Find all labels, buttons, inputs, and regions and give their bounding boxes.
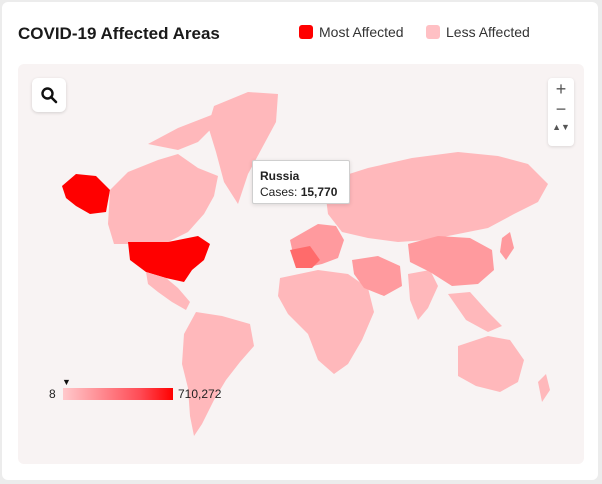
country-new-zealand[interactable] bbox=[538, 374, 550, 402]
legend-item-less-affected[interactable]: Less Affected bbox=[426, 24, 530, 40]
country-china[interactable] bbox=[408, 236, 494, 286]
covid-map-card: COVID-19 Affected Areas Most Affected Le… bbox=[2, 2, 598, 480]
search-button[interactable] bbox=[32, 78, 66, 112]
zoom-control: + − ▲▼ bbox=[548, 78, 574, 146]
country-greenland[interactable] bbox=[208, 92, 278, 204]
color-scale-bar bbox=[63, 388, 173, 400]
legend-item-most-affected[interactable]: Most Affected bbox=[299, 24, 404, 40]
legend-swatch-less bbox=[426, 25, 440, 39]
country-russia[interactable] bbox=[324, 152, 548, 242]
country-spain-italy[interactable] bbox=[290, 246, 320, 268]
card-title: COVID-19 Affected Areas bbox=[18, 24, 220, 43]
country-canada[interactable] bbox=[108, 154, 218, 244]
country-alaska[interactable] bbox=[62, 174, 110, 214]
tooltip-cases-label: Cases: bbox=[260, 185, 298, 199]
tooltip-cases-value: 15,770 bbox=[300, 185, 338, 199]
country-australia[interactable] bbox=[458, 336, 524, 392]
map-panel: + − ▲▼ Russia Cases: 15,770 ▼ 8 710,272 bbox=[18, 64, 584, 464]
world-map[interactable] bbox=[18, 64, 584, 464]
region-southeast-asia[interactable] bbox=[448, 292, 502, 332]
tooltip-country: Russia bbox=[260, 169, 300, 183]
legend-swatch-most bbox=[299, 25, 313, 39]
scale-max-label: 710,272 bbox=[178, 387, 222, 401]
legend-label-most: Most Affected bbox=[319, 24, 404, 40]
scale-min-label: 8 bbox=[49, 387, 56, 401]
country-india[interactable] bbox=[408, 270, 438, 320]
search-icon bbox=[41, 87, 58, 104]
country-usa[interactable] bbox=[128, 236, 210, 282]
country-japan[interactable] bbox=[500, 232, 514, 260]
zoom-in-button[interactable]: + bbox=[555, 79, 567, 99]
arctic-islands[interactable] bbox=[148, 104, 232, 150]
country-brazil[interactable] bbox=[182, 312, 254, 436]
region-middle-east[interactable] bbox=[352, 256, 402, 296]
tooltip-cases-row: Cases: 15,770 bbox=[260, 185, 337, 199]
country-mexico[interactable] bbox=[146, 272, 190, 310]
legend-label-less: Less Affected bbox=[446, 24, 530, 40]
zoom-slider-handle[interactable]: ▲▼ bbox=[552, 122, 570, 132]
scale-pointer-icon: ▼ bbox=[62, 377, 71, 387]
zoom-out-button[interactable]: − bbox=[555, 99, 567, 119]
map-tooltip: Russia Cases: 15,770 bbox=[252, 160, 350, 204]
region-africa[interactable] bbox=[278, 270, 374, 374]
